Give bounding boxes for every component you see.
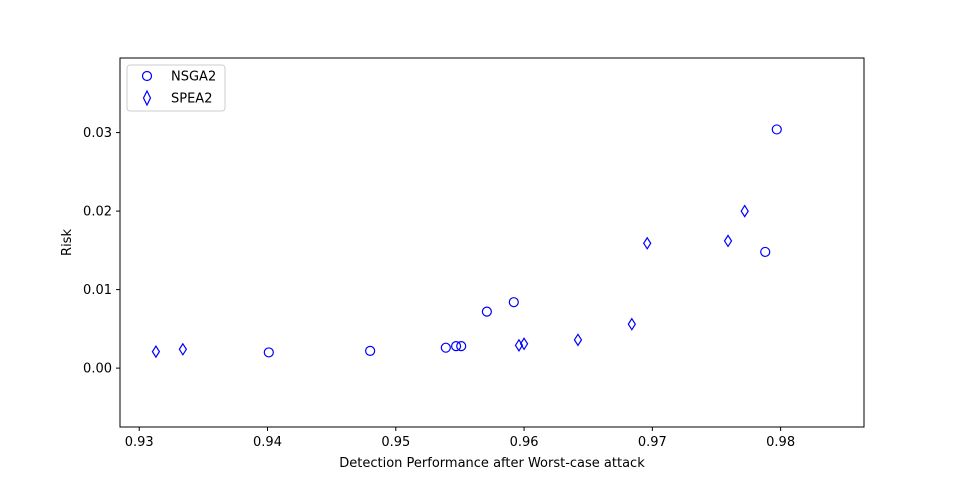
x-tick-label: 0.97 — [638, 435, 667, 450]
legend-label-spea2: SPEA2 — [171, 92, 212, 107]
plot-area — [120, 58, 864, 427]
nsga2-point — [760, 246, 771, 258]
x-tick-label: 0.98 — [766, 435, 795, 450]
spea2-point — [627, 317, 637, 331]
x-tick-label: 0.94 — [253, 435, 282, 450]
nsga2-point — [771, 124, 782, 135]
nsga2-point — [456, 341, 467, 352]
nsga2-point — [365, 345, 376, 356]
x-tick-label: 0.96 — [510, 435, 539, 450]
y-axis-ticks: 0.00 0.01 0.02 0.03 — [83, 126, 120, 377]
nsga2-point — [450, 341, 462, 352]
y-axis-title: Risk — [60, 229, 75, 256]
spea2-point — [178, 342, 188, 356]
legend: NSGA2 SPEA2 — [126, 64, 226, 112]
x-tick-label: 0.93 — [125, 435, 154, 450]
legend-diamond-marker — [142, 89, 152, 107]
spea2-point — [740, 204, 749, 218]
x-tick-label: 0.95 — [381, 435, 410, 450]
spea2-point — [723, 234, 733, 248]
spea2-point — [519, 337, 529, 351]
spea2-point — [151, 345, 161, 359]
spea2-point — [573, 333, 583, 347]
y-tick-label: 0.01 — [83, 283, 112, 298]
x-axis-title: Detection Performance after Worst-case a… — [339, 456, 645, 471]
nsga2-point — [508, 297, 519, 308]
plot-frame — [119, 57, 865, 428]
spea2-point — [643, 236, 652, 250]
y-tick-label: 0.02 — [83, 205, 112, 220]
legend-label-nsga2: NSGA2 — [171, 70, 216, 85]
y-tick-label: 0.00 — [83, 362, 112, 377]
nsga2-point — [263, 347, 274, 358]
nsga2-point — [481, 306, 492, 317]
x-axis-ticks: 0.93 0.94 0.95 0.96 0.97 0.98 — [125, 427, 795, 450]
data-points — [151, 124, 782, 359]
y-tick-label: 0.03 — [83, 126, 112, 141]
nsga2-point — [440, 342, 451, 353]
legend-circle-marker — [141, 70, 153, 82]
